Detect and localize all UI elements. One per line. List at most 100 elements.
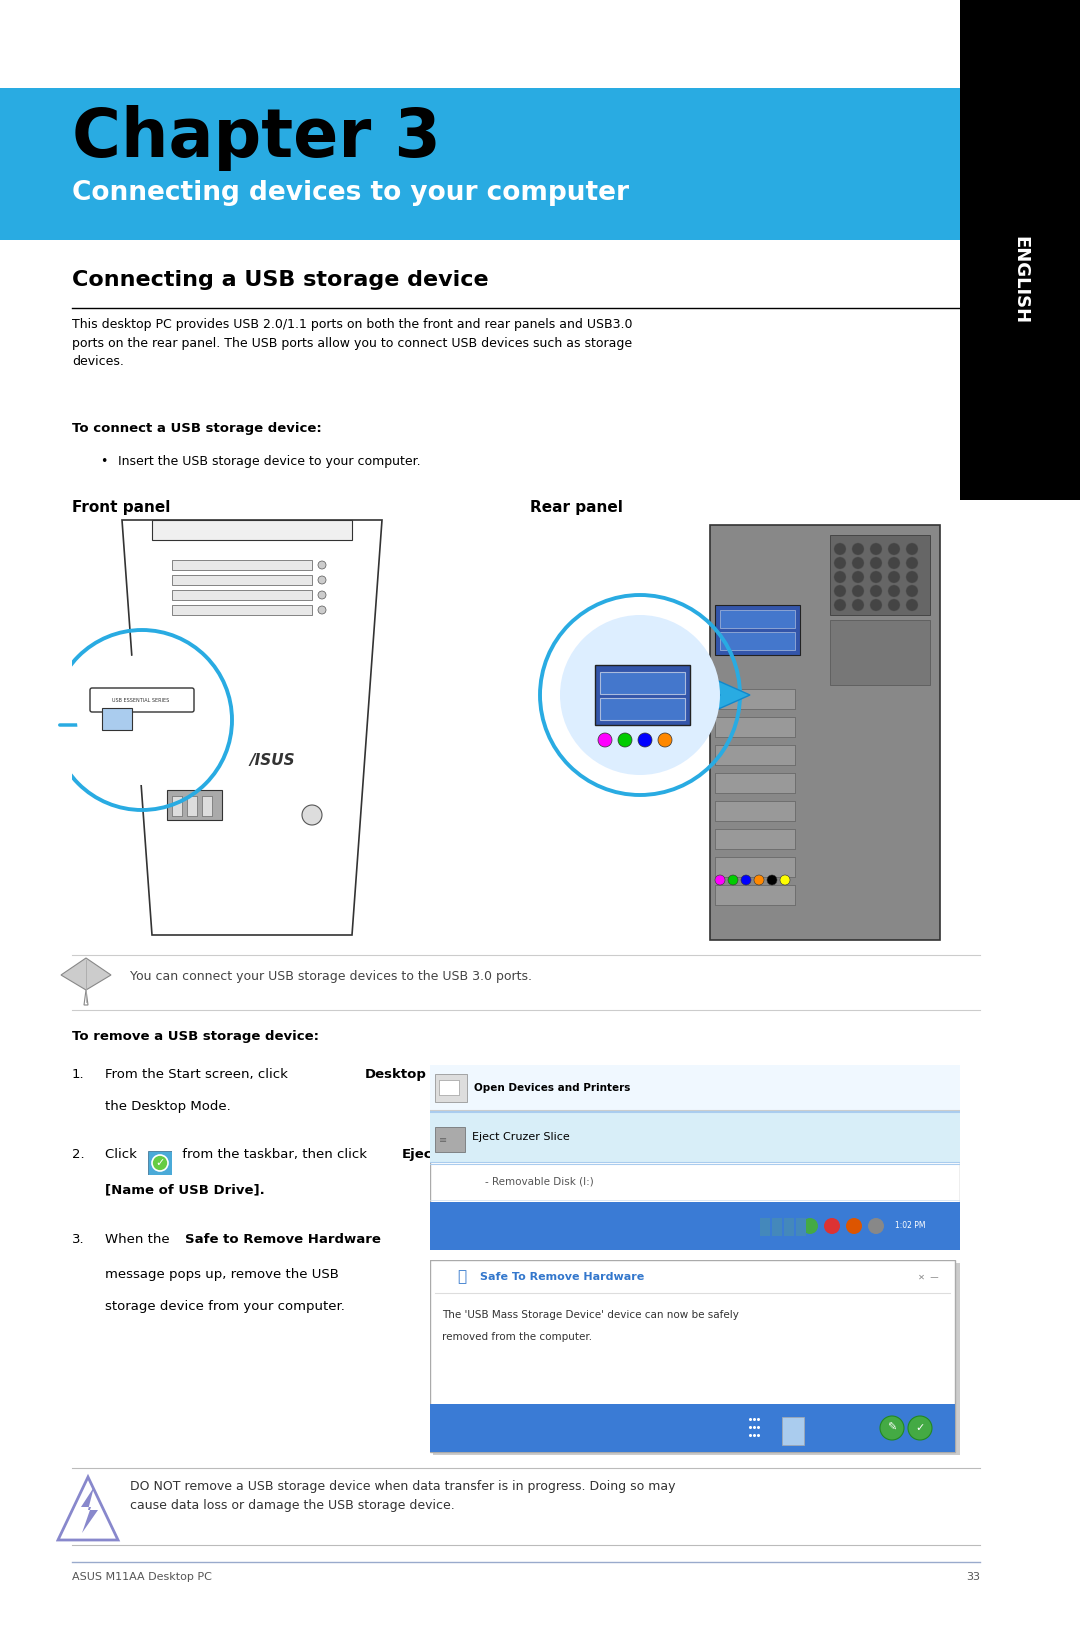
Text: ✎: ✎	[888, 1424, 896, 1433]
Circle shape	[638, 734, 652, 747]
Text: Eject Cruzer Slice: Eject Cruzer Slice	[472, 1132, 570, 1142]
Text: - Removable Disk (I:): - Removable Disk (I:)	[485, 1176, 594, 1188]
Circle shape	[906, 571, 918, 582]
Bar	[715, 885, 795, 905]
Circle shape	[77, 656, 207, 784]
Text: To remove a USB storage device:: To remove a USB storage device:	[72, 1030, 319, 1043]
Circle shape	[852, 543, 864, 555]
Bar	[715, 800, 795, 822]
Circle shape	[852, 571, 864, 582]
Bar	[960, 0, 1080, 499]
Bar	[715, 718, 795, 737]
Text: 1:02 PM: 1:02 PM	[894, 1222, 926, 1230]
Circle shape	[152, 1155, 168, 1171]
Bar	[715, 688, 795, 709]
Circle shape	[834, 543, 846, 555]
Circle shape	[852, 599, 864, 612]
Bar	[167, 791, 222, 820]
Bar	[430, 1066, 960, 1110]
Circle shape	[870, 586, 882, 597]
Text: [Name of USB Drive].: [Name of USB Drive].	[105, 1183, 265, 1196]
Text: Rear panel: Rear panel	[530, 499, 623, 516]
Circle shape	[870, 599, 882, 612]
Text: The 'USB Mass Storage Device' device can now be safely: The 'USB Mass Storage Device' device can…	[442, 1310, 739, 1319]
Circle shape	[888, 543, 900, 555]
Bar	[831, 535, 930, 615]
Bar	[430, 1111, 960, 1162]
Text: 1.: 1.	[72, 1067, 84, 1080]
Bar	[102, 708, 132, 731]
Bar	[772, 1219, 782, 1237]
Circle shape	[658, 734, 672, 747]
Circle shape	[870, 556, 882, 569]
Circle shape	[318, 561, 326, 569]
Bar	[172, 796, 183, 817]
Text: from the taskbar, then click: from the taskbar, then click	[178, 1149, 372, 1162]
Bar	[715, 773, 795, 792]
Circle shape	[561, 615, 720, 774]
Text: Insert the USB storage device to your computer.: Insert the USB storage device to your co…	[118, 456, 420, 469]
Circle shape	[302, 805, 322, 825]
Text: ASUS M11AA Desktop PC: ASUS M11AA Desktop PC	[72, 1572, 212, 1581]
Circle shape	[906, 556, 918, 569]
Bar	[0, 88, 960, 241]
Circle shape	[824, 1219, 840, 1233]
Text: Open Devices and Printers: Open Devices and Printers	[474, 1084, 631, 1093]
Circle shape	[888, 599, 900, 612]
Bar	[438, 1080, 459, 1095]
Circle shape	[834, 586, 846, 597]
Circle shape	[870, 571, 882, 582]
Circle shape	[618, 734, 632, 747]
Bar	[600, 698, 685, 721]
Bar	[720, 610, 795, 628]
Text: Click: Click	[105, 1149, 141, 1162]
Bar	[784, 1219, 794, 1237]
Circle shape	[852, 586, 864, 597]
Circle shape	[780, 875, 789, 885]
Bar	[187, 796, 197, 817]
Bar	[600, 672, 685, 695]
Circle shape	[834, 571, 846, 582]
Text: Safe To Remove Hardware: Safe To Remove Hardware	[480, 1272, 645, 1282]
Text: ✓: ✓	[156, 1158, 164, 1168]
Polygon shape	[81, 1487, 98, 1533]
Polygon shape	[152, 521, 352, 540]
Circle shape	[906, 586, 918, 597]
Bar	[715, 830, 795, 849]
Bar	[172, 605, 312, 615]
Bar	[831, 620, 930, 685]
Text: Chapter 3: Chapter 3	[72, 106, 441, 171]
Bar	[435, 1074, 467, 1101]
Text: DO NOT remove a USB storage device when data transfer is in progress. Doing so m: DO NOT remove a USB storage device when …	[130, 1481, 675, 1511]
Text: storage device from your computer.: storage device from your computer.	[105, 1300, 345, 1313]
Text: •: •	[100, 456, 107, 469]
Text: This desktop PC provides USB 2.0/1.1 ports on both the front and rear panels and: This desktop PC provides USB 2.0/1.1 por…	[72, 317, 633, 368]
Circle shape	[741, 875, 751, 885]
Bar	[715, 857, 795, 877]
Polygon shape	[705, 675, 750, 714]
Text: Connecting devices to your computer: Connecting devices to your computer	[72, 181, 629, 207]
Text: Eject: Eject	[402, 1149, 438, 1162]
Polygon shape	[60, 958, 111, 989]
Bar	[172, 560, 312, 569]
Bar	[430, 1404, 955, 1451]
Text: Safe to Remove Hardware: Safe to Remove Hardware	[185, 1233, 381, 1246]
Polygon shape	[58, 1477, 118, 1541]
Bar	[172, 591, 312, 600]
Text: 3.: 3.	[72, 1233, 84, 1246]
Text: When the: When the	[105, 1233, 174, 1246]
Circle shape	[598, 734, 612, 747]
Circle shape	[908, 1415, 932, 1440]
Bar	[796, 1219, 806, 1237]
Circle shape	[906, 599, 918, 612]
Text: From the Start screen, click: From the Start screen, click	[105, 1067, 292, 1080]
Text: ✓: ✓	[916, 1424, 924, 1433]
Bar	[430, 1202, 960, 1250]
Bar	[202, 796, 212, 817]
Text: ⓘ: ⓘ	[458, 1269, 467, 1284]
Circle shape	[834, 556, 846, 569]
Circle shape	[318, 605, 326, 613]
Text: 2.: 2.	[72, 1149, 84, 1162]
Polygon shape	[84, 989, 87, 1005]
Circle shape	[318, 576, 326, 584]
